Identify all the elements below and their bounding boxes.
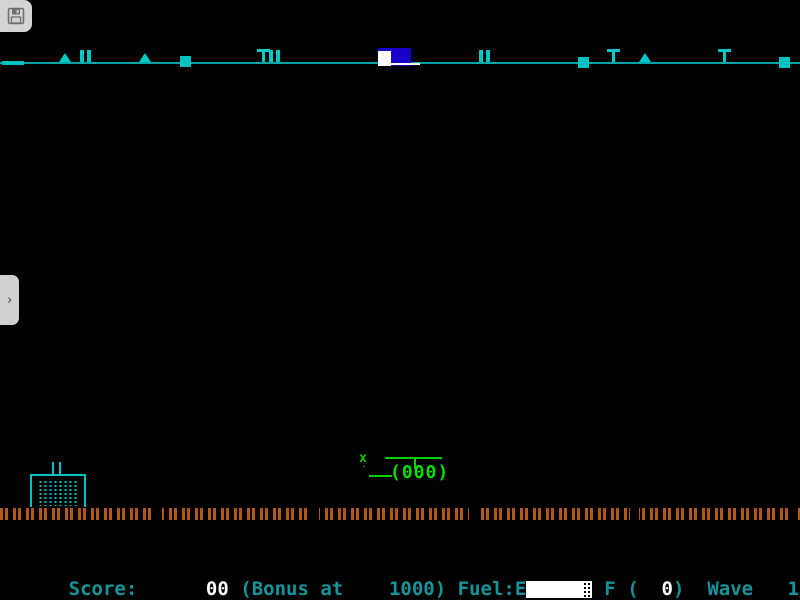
terrain-pillar — [153, 508, 162, 534]
fuel-gauge-fill — [526, 581, 583, 598]
terrain-strip — [0, 508, 800, 520]
player-tether — [369, 475, 392, 477]
sidebar-expand-button[interactable]: › — [0, 275, 19, 325]
save-button[interactable] — [0, 0, 32, 32]
skyline-sprite-bars[interactable] — [479, 50, 490, 62]
chevron-right-icon: › — [5, 292, 14, 308]
player-hull — [385, 457, 442, 459]
skyline-sprite-tee[interactable] — [718, 49, 731, 62]
status-line: Score: 00 (Bonus at 1000) Fuel:E F ( 0) W… — [0, 556, 800, 600]
skyline-cap — [2, 61, 24, 65]
fuel-empty-mark: E — [514, 578, 527, 600]
bunker-roof — [30, 474, 86, 476]
enemy-ship-cockpit — [378, 51, 391, 66]
skyline-sprite-bars[interactable] — [269, 50, 280, 62]
player-mast — [414, 459, 416, 469]
skyline-sprite-tee[interactable] — [257, 49, 270, 62]
score-value: 00 — [205, 578, 229, 600]
bunker-stack-right — [59, 462, 61, 475]
terrain-pillar — [469, 508, 478, 534]
lives-value: 0 — [661, 578, 673, 600]
lives-close: ) — [673, 578, 685, 600]
bunker-wall-right — [84, 474, 86, 507]
enemy-ship-streak — [390, 63, 420, 65]
skyline-sprite-square[interactable] — [779, 57, 790, 68]
wave-label: Wave — [707, 578, 754, 600]
skyline-sprite-bars[interactable] — [80, 50, 91, 62]
skyline-sprite-tee[interactable] — [607, 49, 620, 62]
bunker-stack-left — [52, 462, 54, 475]
bunker-mesh — [38, 480, 79, 506]
fuel-gauge[interactable] — [526, 581, 604, 598]
bunker-wall-left — [30, 474, 32, 507]
skyline-sprite-triangle[interactable] — [59, 53, 71, 62]
terrain-pillar — [310, 508, 319, 534]
fuel-label: Fuel: — [457, 578, 515, 600]
fuel-full-mark: F — [604, 578, 616, 600]
player-pilot-glyph: x — [359, 451, 367, 466]
enemy-ship[interactable] — [378, 48, 420, 66]
wave-value: 1 — [787, 578, 799, 600]
skyline-sprite-triangle[interactable] — [139, 53, 151, 62]
skyline-sprite-triangle[interactable] — [639, 53, 651, 62]
lives-open: ( — [627, 578, 639, 600]
terrain-pillar — [630, 508, 639, 534]
skyline-sprite-square[interactable] — [180, 56, 191, 67]
bonus-value: 1000) — [388, 578, 447, 600]
player-pod-label: (000) — [390, 462, 450, 483]
bonus-label: (Bonus at — [240, 578, 344, 600]
player-arm-glyph: ˋ — [360, 464, 368, 479]
status-bar: Score: 00 (Bonus at 1000) Fuel:E F ( 0) W… — [0, 538, 800, 600]
fuel-gauge-dither — [582, 581, 593, 598]
skyline-sprite-square[interactable] — [578, 57, 589, 68]
terrain-pillar — [789, 508, 798, 534]
floppy-disk-icon — [7, 7, 25, 25]
score-label: Score: — [68, 578, 138, 600]
